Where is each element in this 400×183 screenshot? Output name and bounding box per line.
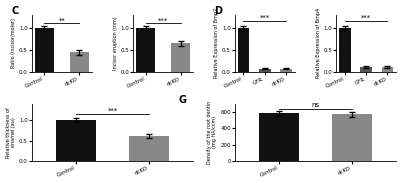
Bar bbox=[70, 52, 89, 72]
Text: C: C bbox=[11, 6, 18, 16]
Text: ns: ns bbox=[311, 102, 320, 109]
Bar bbox=[280, 68, 292, 72]
Text: **: ** bbox=[58, 17, 65, 23]
Text: G: G bbox=[178, 95, 186, 105]
Y-axis label: Relative Expression of Bmp2: Relative Expression of Bmp2 bbox=[214, 8, 219, 78]
Bar bbox=[129, 136, 169, 161]
Text: ***: *** bbox=[260, 15, 270, 21]
Bar bbox=[35, 28, 54, 72]
Y-axis label: Relative thickness of
enamel (au): Relative thickness of enamel (au) bbox=[6, 107, 16, 158]
Bar bbox=[238, 28, 249, 72]
Y-axis label: Density of the root dentin
(mg HA/ccm): Density of the root dentin (mg HA/ccm) bbox=[207, 101, 218, 164]
Bar bbox=[259, 113, 299, 161]
Bar bbox=[332, 114, 372, 161]
Bar bbox=[136, 28, 156, 72]
Text: ***: *** bbox=[158, 17, 168, 23]
Bar bbox=[360, 67, 372, 72]
Bar bbox=[56, 120, 96, 161]
Text: ***: *** bbox=[108, 108, 118, 114]
Bar bbox=[171, 43, 190, 72]
Y-axis label: Incisor eruption (mm): Incisor eruption (mm) bbox=[113, 16, 118, 70]
Y-axis label: Ratio (incisor/molar): Ratio (incisor/molar) bbox=[11, 18, 16, 68]
Bar bbox=[259, 68, 270, 72]
Bar bbox=[382, 67, 393, 72]
Text: D: D bbox=[214, 6, 222, 16]
Bar bbox=[339, 28, 351, 72]
Text: ***: *** bbox=[361, 15, 371, 21]
Y-axis label: Relative Expression of Bmp4: Relative Expression of Bmp4 bbox=[316, 8, 321, 78]
